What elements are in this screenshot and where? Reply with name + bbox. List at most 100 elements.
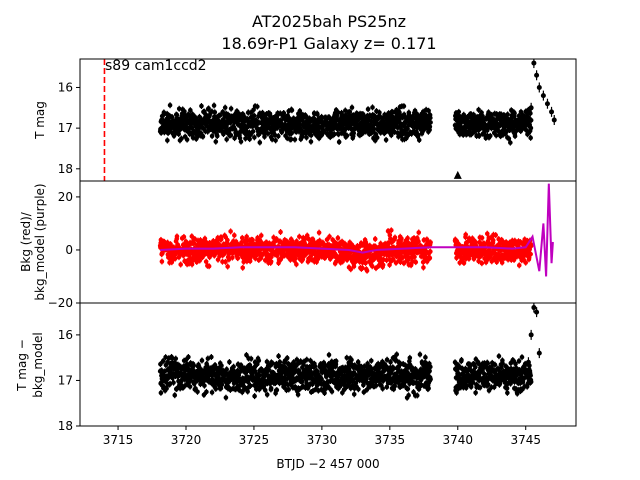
outlier-marker bbox=[453, 170, 462, 179]
data-point bbox=[349, 105, 355, 110]
data-point bbox=[427, 127, 432, 133]
data-point bbox=[269, 137, 275, 142]
data-point bbox=[224, 241, 230, 246]
data-point bbox=[199, 103, 204, 109]
data-point bbox=[252, 135, 257, 140]
data-point bbox=[427, 124, 433, 129]
data-point bbox=[239, 235, 245, 241]
data-point bbox=[248, 110, 254, 115]
y-tick-label: 18 bbox=[58, 162, 73, 176]
data-point bbox=[272, 132, 278, 138]
data-point bbox=[315, 112, 320, 117]
data-point bbox=[383, 137, 389, 143]
panel-t-mag: 16 17 18 T mag s89 cam1ccd2 bbox=[33, 58, 577, 182]
data-point bbox=[221, 251, 227, 257]
data-point bbox=[294, 262, 299, 267]
data-point bbox=[173, 251, 178, 257]
data-point bbox=[225, 237, 230, 243]
data-point bbox=[332, 131, 337, 137]
data-point bbox=[247, 258, 253, 264]
data-point bbox=[401, 112, 407, 117]
plot-area bbox=[103, 59, 557, 181]
data-point bbox=[360, 265, 365, 271]
flare-point bbox=[534, 72, 540, 78]
data-point bbox=[235, 122, 241, 128]
data-point bbox=[247, 136, 252, 142]
data-point bbox=[268, 259, 274, 264]
data-point bbox=[228, 132, 234, 138]
data-point bbox=[335, 235, 341, 241]
data-point bbox=[493, 133, 499, 138]
data-point bbox=[380, 262, 386, 268]
panel-t-mag-marks bbox=[103, 59, 557, 181]
data-point bbox=[528, 125, 534, 131]
data-point bbox=[206, 263, 212, 269]
data-point bbox=[370, 105, 375, 110]
flare-point bbox=[536, 84, 542, 90]
data-point bbox=[351, 264, 357, 269]
flare-point bbox=[531, 60, 537, 66]
data-point bbox=[371, 126, 377, 132]
data-point bbox=[288, 136, 294, 142]
data-point bbox=[169, 114, 175, 120]
data-point bbox=[225, 264, 230, 269]
data-point bbox=[251, 113, 257, 118]
data-point bbox=[240, 265, 246, 271]
data-point bbox=[401, 103, 407, 109]
data-point bbox=[211, 103, 217, 108]
data-point bbox=[505, 112, 510, 117]
data-point bbox=[336, 139, 342, 145]
data-point bbox=[390, 257, 396, 262]
data-point bbox=[316, 230, 322, 235]
data-point bbox=[206, 106, 211, 111]
data-point bbox=[262, 134, 267, 140]
panel-background-marks bbox=[157, 183, 554, 277]
data-point bbox=[188, 107, 193, 113]
data-point bbox=[178, 262, 183, 267]
data-point bbox=[189, 262, 195, 267]
data-point bbox=[257, 140, 263, 145]
data-point bbox=[226, 257, 232, 262]
data-point bbox=[197, 258, 203, 263]
data-point bbox=[384, 257, 389, 263]
data-point bbox=[300, 134, 305, 140]
data-point bbox=[304, 135, 309, 140]
flare-point bbox=[544, 101, 550, 107]
data-point bbox=[239, 240, 244, 245]
data-point bbox=[456, 109, 462, 115]
data-point bbox=[363, 260, 368, 266]
data-point bbox=[181, 234, 187, 240]
data-point bbox=[182, 109, 187, 114]
panel-background: 200−20 Bkg (red)/ bkg_model (purple) bbox=[19, 180, 577, 310]
data-point bbox=[476, 107, 481, 113]
flare-point bbox=[551, 117, 557, 123]
data-point bbox=[212, 109, 218, 115]
data-point bbox=[174, 234, 180, 239]
data-point bbox=[528, 111, 533, 116]
data-point bbox=[426, 108, 431, 114]
data-point bbox=[420, 259, 426, 265]
data-point bbox=[308, 133, 314, 138]
data-point bbox=[416, 239, 421, 244]
data-point bbox=[377, 110, 382, 115]
data-point bbox=[528, 117, 534, 123]
data-point bbox=[213, 139, 219, 144]
data-point bbox=[250, 129, 256, 134]
data-point bbox=[293, 256, 298, 261]
data-point bbox=[222, 105, 228, 110]
data-point bbox=[255, 104, 260, 109]
data-point bbox=[528, 135, 533, 141]
data-point bbox=[276, 133, 281, 139]
data-point bbox=[172, 256, 178, 261]
data-point bbox=[174, 112, 180, 118]
data-point bbox=[405, 235, 410, 241]
data-point bbox=[278, 229, 283, 235]
data-point bbox=[176, 106, 182, 112]
data-point bbox=[297, 234, 302, 239]
data-point bbox=[386, 253, 391, 258]
data-point bbox=[289, 107, 295, 113]
data-point bbox=[415, 132, 421, 138]
data-point bbox=[351, 130, 357, 136]
data-point bbox=[392, 235, 398, 240]
